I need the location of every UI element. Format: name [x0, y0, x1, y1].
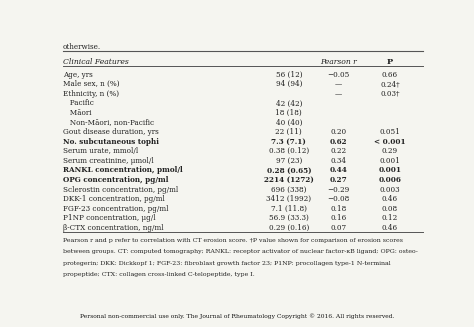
Text: 0.051: 0.051 [379, 128, 401, 136]
Text: 56.9 (33.3): 56.9 (33.3) [269, 214, 309, 222]
Text: —: — [335, 80, 342, 88]
Text: 0.29 (0.16): 0.29 (0.16) [269, 224, 309, 232]
Text: 0.34: 0.34 [330, 157, 346, 165]
Text: 0.03†: 0.03† [380, 90, 400, 98]
Text: 0.001: 0.001 [378, 166, 401, 174]
Text: 42 (42): 42 (42) [275, 99, 302, 107]
Text: otherwise.: otherwise. [63, 43, 101, 51]
Text: Male sex, n (%): Male sex, n (%) [63, 80, 119, 88]
Text: 696 (338): 696 (338) [271, 185, 307, 194]
Text: Non-Māori, non-Pacific: Non-Māori, non-Pacific [63, 119, 154, 127]
Text: Serum creatinine, μmol/l: Serum creatinine, μmol/l [63, 157, 154, 165]
Text: OPG concentration, pg/ml: OPG concentration, pg/ml [63, 176, 168, 184]
Text: 22 (11): 22 (11) [275, 128, 302, 136]
Text: 0.003: 0.003 [380, 185, 400, 194]
Text: < 0.001: < 0.001 [374, 138, 406, 146]
Text: DKK-1 concentration, pg/ml: DKK-1 concentration, pg/ml [63, 195, 165, 203]
Text: 0.006: 0.006 [378, 176, 401, 184]
Text: −0.29: −0.29 [328, 185, 349, 194]
Text: 0.16: 0.16 [330, 214, 346, 222]
Text: 0.07: 0.07 [330, 224, 346, 232]
Text: 0.28 (0.65): 0.28 (0.65) [266, 166, 311, 174]
Text: Gout disease duration, yrs: Gout disease duration, yrs [63, 128, 159, 136]
Text: 0.46: 0.46 [382, 224, 398, 232]
Text: 0.44: 0.44 [329, 166, 347, 174]
Text: Clinical Features: Clinical Features [63, 58, 128, 66]
Text: −0.08: −0.08 [328, 195, 349, 203]
Text: RANKL concentration, pmol/l: RANKL concentration, pmol/l [63, 166, 182, 174]
Text: Age, yrs: Age, yrs [63, 71, 93, 79]
Text: 56 (12): 56 (12) [275, 71, 302, 79]
Text: between groups. CT: computed tomography; RANKL: receptor activator of nuclear fa: between groups. CT: computed tomography;… [63, 249, 418, 254]
Text: 0.001: 0.001 [379, 157, 401, 165]
Text: 0.20: 0.20 [330, 128, 346, 136]
Text: β-CTX concentration, ng/ml: β-CTX concentration, ng/ml [63, 224, 164, 232]
Text: 97 (23): 97 (23) [276, 157, 302, 165]
Text: 7.3 (7.1): 7.3 (7.1) [272, 138, 306, 146]
Text: 0.38 (0.12): 0.38 (0.12) [269, 147, 309, 155]
Text: 0.27: 0.27 [329, 176, 347, 184]
Text: 0.18: 0.18 [330, 205, 346, 213]
Text: 18 (18): 18 (18) [275, 109, 302, 117]
Text: 3412 (1992): 3412 (1992) [266, 195, 311, 203]
Text: 0.24†: 0.24† [380, 80, 400, 88]
Text: Pacific: Pacific [63, 99, 94, 107]
Text: 0.46: 0.46 [382, 195, 398, 203]
Text: 0.22: 0.22 [330, 147, 346, 155]
Text: Pearson r and p refer to correlation with CT erosion score. †P value shown for c: Pearson r and p refer to correlation wit… [63, 238, 403, 243]
Text: —: — [335, 90, 342, 98]
Text: 2214 (1272): 2214 (1272) [264, 176, 314, 184]
Text: 0.66: 0.66 [382, 71, 398, 79]
Text: P1NP concentration, μg/l: P1NP concentration, μg/l [63, 214, 155, 222]
Text: Ethnicity, n (%): Ethnicity, n (%) [63, 90, 119, 98]
Text: 0.29: 0.29 [382, 147, 398, 155]
Text: 40 (40): 40 (40) [275, 119, 302, 127]
Text: 7.1 (11.8): 7.1 (11.8) [271, 205, 307, 213]
Text: Sclerostin concentration, pg/ml: Sclerostin concentration, pg/ml [63, 185, 178, 194]
Text: No. subcutaneous tophi: No. subcutaneous tophi [63, 138, 159, 146]
Text: 0.62: 0.62 [329, 138, 347, 146]
Text: 0.08: 0.08 [382, 205, 398, 213]
Text: Personal non-commercial use only. The Journal of Rheumatology Copyright © 2016. : Personal non-commercial use only. The Jo… [80, 313, 394, 319]
Text: −0.05: −0.05 [328, 71, 349, 79]
Text: Māori: Māori [63, 109, 91, 117]
Text: protegerin; DKK: Dickkopf 1; FGF-23: fibroblast growth factor 23; P1NP: procolla: protegerin; DKK: Dickkopf 1; FGF-23: fib… [63, 261, 391, 266]
Text: FGF-23 concentration, pg/ml: FGF-23 concentration, pg/ml [63, 205, 168, 213]
Text: 94 (94): 94 (94) [275, 80, 302, 88]
Text: 0.12: 0.12 [382, 214, 398, 222]
Text: Serum urate, mmol/l: Serum urate, mmol/l [63, 147, 138, 155]
Text: propeptide; CTX: collagen cross-linked C-telopeptide, type I.: propeptide; CTX: collagen cross-linked C… [63, 272, 255, 277]
Text: Pearson r: Pearson r [320, 58, 357, 66]
Text: P: P [387, 58, 393, 66]
